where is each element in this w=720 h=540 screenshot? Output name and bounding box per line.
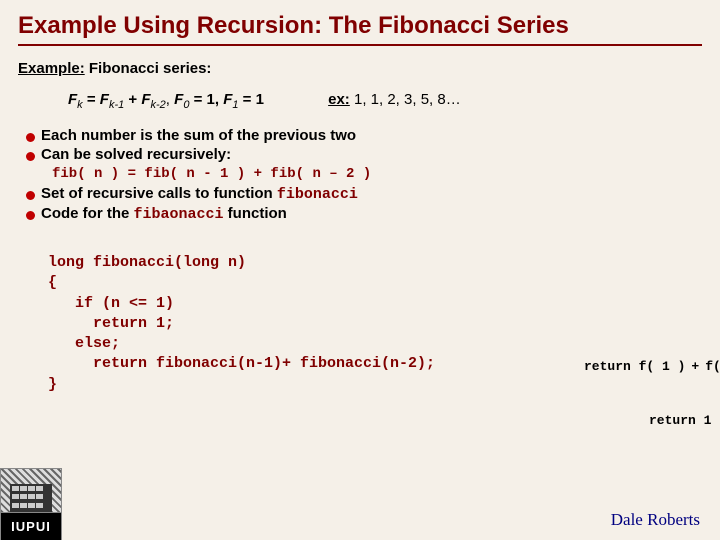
tree-plus-2: + — [691, 359, 699, 374]
eq1v: = 1 — [239, 91, 264, 108]
bullet-dot-icon — [26, 211, 35, 220]
footer-author: Dale Roberts — [611, 510, 700, 530]
bullet-3-text: Set of recursive calls to function — [41, 185, 277, 202]
sub-k2: k-2 — [151, 99, 166, 111]
tree-f0: f( 0 ) — [705, 359, 720, 374]
bullet-dot-icon — [26, 152, 35, 161]
plus: + — [124, 91, 141, 108]
iupui-logo: IUPUI — [0, 468, 62, 540]
slide-root: Example Using Recursion: The Fibonacci S… — [0, 0, 720, 540]
bullet-4-code: fibaonacci — [134, 206, 224, 223]
bullet-2: Can be solved recursively: — [26, 146, 702, 163]
fk1: F — [100, 91, 109, 108]
bullet-4: Code for the fibaonacci function — [26, 205, 702, 223]
subtitle-rest: Fibonacci series: — [85, 60, 212, 77]
tree-row-3: return 1 return 1 — [649, 413, 720, 428]
tree-return-1a: return 1 — [649, 413, 711, 428]
f1: F — [223, 91, 232, 108]
tree-f1: return f( 1 ) — [584, 359, 685, 374]
logo-graphic — [1, 469, 61, 513]
bullet-dot-icon — [26, 191, 35, 200]
fk2: F — [141, 91, 150, 108]
comma: , — [166, 91, 174, 108]
slide-title: Example Using Recursion: The Fibonacci S… — [18, 12, 702, 46]
eq0v: = 1, — [189, 91, 223, 108]
bullet-3: Set of recursive calls to function fibon… — [26, 185, 702, 203]
bullet-list: Each number is the sum of the previous t… — [26, 127, 702, 223]
subtitle-underlined: Example: — [18, 60, 85, 77]
bullet-3-code: fibonacci — [277, 186, 358, 203]
eq: = — [83, 91, 100, 108]
f0: F — [174, 91, 183, 108]
sub-k1: k-1 — [109, 99, 124, 111]
fk: F — [68, 91, 77, 108]
bullet-dot-icon — [26, 133, 35, 142]
bullet-1-text: Each number is the sum of the previous t… — [41, 127, 356, 144]
example-subtitle: Example: Fibonacci series: — [18, 60, 702, 77]
ex-label: ex: — [328, 91, 350, 108]
tree-row-2: return f( 1 )+f( 0 ) return 1 — [584, 359, 720, 374]
bullet-4-text-a: Code for the — [41, 205, 134, 222]
formula-line: Fk = Fk-1 + Fk-2, F0 = 1, F1 = 1 ex: 1, … — [68, 91, 702, 111]
logo-text: IUPUI — [1, 513, 61, 540]
ex-values: 1, 1, 2, 3, 5, 8… — [350, 91, 461, 108]
bullet-2-text: Can be solved recursively: — [41, 146, 231, 163]
bullet-4-text-b: function — [224, 205, 287, 222]
bullet-1: Each number is the sum of the previous t… — [26, 127, 702, 144]
inline-code-line: fib( n ) = fib( n - 1 ) + fib( n – 2 ) — [52, 166, 702, 182]
